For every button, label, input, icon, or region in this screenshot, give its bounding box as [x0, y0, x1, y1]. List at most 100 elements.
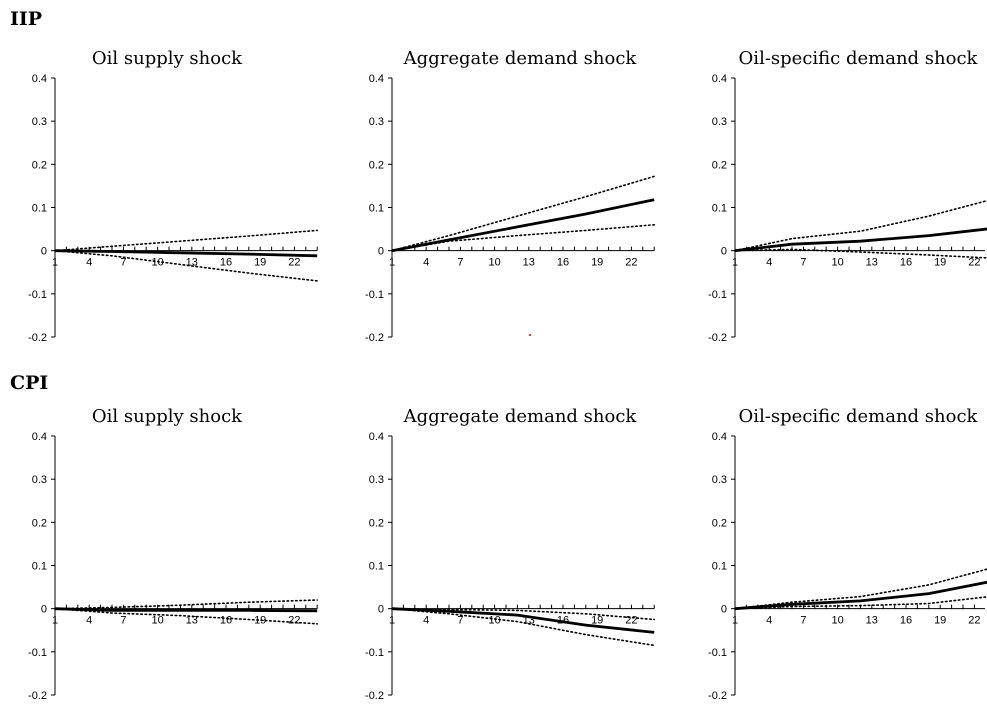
- impulse-response-line: [391, 607, 655, 634]
- y-tick-label: 0.4: [712, 431, 727, 443]
- x-tick-label: 16: [900, 257, 912, 269]
- x-tick-label: 1: [732, 257, 738, 269]
- y-tick-label: -0.2: [28, 690, 47, 702]
- x-tick-label: 7: [800, 257, 806, 269]
- y-tick-label: 0.2: [369, 517, 384, 529]
- y-tick-label: 0: [721, 604, 727, 616]
- confidence-band-line: [391, 224, 656, 252]
- x-tick-label: 7: [120, 257, 126, 269]
- stray-mark: [529, 334, 531, 336]
- x-tick-label: 19: [591, 615, 603, 627]
- x-tick-label: 16: [557, 257, 569, 269]
- y-tick-label: 0.1: [712, 561, 727, 573]
- y-tick-label: 0.3: [369, 474, 384, 486]
- x-tick-label: 4: [766, 257, 772, 269]
- x-tick-label: 1: [52, 257, 58, 269]
- x-tick-label: 22: [625, 615, 637, 627]
- x-tick-label: 10: [831, 615, 843, 627]
- x-tick-label: 1: [389, 615, 395, 627]
- y-tick-label: -0.1: [28, 647, 47, 659]
- y-tick-label: 0.2: [712, 159, 727, 171]
- y-tick-label: -0.2: [365, 690, 384, 702]
- x-tick-label: 16: [900, 615, 912, 627]
- y-tick-label: 0: [41, 604, 47, 616]
- x-tick-label: 4: [766, 615, 772, 627]
- y-tick-label: -0.2: [28, 332, 47, 344]
- impulse-response-line: [391, 198, 655, 253]
- y-tick-label: 0.1: [712, 203, 727, 215]
- impulse-response-line: [734, 227, 987, 253]
- y-tick-label: 0: [378, 246, 384, 258]
- chart-iip-aggregate-demand-shock: 0.4 0.3 0.2 0.1 0 -0.1 -0.2 1 4 7 10 13 16 19 22: [365, 73, 656, 344]
- x-tick-label: 22: [288, 257, 300, 269]
- confidence-band-line: [391, 607, 656, 647]
- y-tick-label: -0.2: [365, 332, 384, 344]
- x-tick-label: 10: [488, 615, 500, 627]
- impulse-response-line: [54, 607, 318, 613]
- x-tick-label: 19: [254, 615, 266, 627]
- y-tick-label: 0.4: [32, 431, 47, 443]
- panel-title: Aggregate demand shock: [403, 48, 637, 69]
- y-tick-label: 0.4: [369, 73, 384, 85]
- confidence-band-line: [54, 249, 319, 282]
- row-label-iip: IIP: [10, 8, 43, 30]
- y-tick-label: -0.2: [708, 690, 727, 702]
- x-tick-label: 10: [151, 257, 163, 269]
- confidence-band-line: [54, 607, 319, 625]
- x-tick-label: 19: [591, 257, 603, 269]
- y-tick-label: 0.2: [712, 517, 727, 529]
- y-tick-label: -0.1: [365, 647, 384, 659]
- x-tick-label: 13: [186, 615, 198, 627]
- y-tick-label: 0.1: [369, 203, 384, 215]
- x-tick-label: 22: [968, 257, 980, 269]
- y-tick-label: 0.3: [712, 474, 727, 486]
- chart-iip-oil-specific-demand-shock: 0.4 0.3 0.2 0.1 0 -0.1 -0.2 1 4 7 10 13 16 19 22: [708, 73, 987, 344]
- x-tick-label: 1: [732, 615, 738, 627]
- panel-title: Oil-specific demand shock: [738, 48, 978, 69]
- x-tick-label: 16: [220, 615, 232, 627]
- x-tick-label: 19: [934, 615, 946, 627]
- y-tick-label: 0.1: [32, 203, 47, 215]
- x-tick-label: 1: [52, 615, 58, 627]
- chart-cpi-aggregate-demand-shock: 0.40.30.20.10-0.1-0.21 4 7 10 13 16 19 22: [365, 431, 656, 702]
- y-tick-label: -0.1: [708, 289, 727, 301]
- x-tick-label: 22: [625, 257, 637, 269]
- y-tick-label: -0.1: [708, 647, 727, 659]
- y-tick-label: 0.3: [32, 116, 47, 128]
- confidence-band-line: [391, 607, 656, 621]
- y-tick-label: -0.1: [28, 289, 47, 301]
- x-tick-label: 22: [968, 615, 980, 627]
- x-tick-label: 16: [220, 257, 232, 269]
- x-tick-label: 13: [866, 615, 878, 627]
- impulse-response-line: [734, 580, 987, 611]
- impulse-response-line: [54, 249, 318, 258]
- confidence-band-line: [54, 599, 319, 610]
- x-tick-label: 4: [423, 257, 429, 269]
- x-tick-label: 10: [488, 257, 500, 269]
- y-tick-label: -0.2: [708, 332, 727, 344]
- x-tick-label: 22: [288, 615, 300, 627]
- x-tick-label: 10: [831, 257, 843, 269]
- y-tick-label: -0.1: [365, 289, 384, 301]
- confidence-band-line: [734, 568, 987, 610]
- x-tick-label: 13: [866, 257, 878, 269]
- confidence-band-line: [734, 199, 987, 252]
- x-tick-label: 13: [523, 257, 535, 269]
- y-tick-label: 0.2: [369, 159, 384, 171]
- panel-title: Oil supply shock: [91, 48, 243, 69]
- x-tick-label: 1: [389, 257, 395, 269]
- confidence-band-line: [54, 229, 319, 252]
- y-tick-label: 0.3: [712, 116, 727, 128]
- panel-title: Oil-specific demand shock: [738, 406, 978, 427]
- confidence-band-line: [391, 175, 656, 252]
- confidence-band-line: [734, 596, 987, 610]
- row-label-cpi: CPI: [10, 372, 49, 394]
- x-tick-label: 7: [800, 615, 806, 627]
- x-tick-label: 7: [457, 615, 463, 627]
- x-tick-label: 10: [151, 615, 163, 627]
- y-tick-label: 0.2: [32, 517, 47, 529]
- y-tick-label: 0.1: [32, 561, 47, 573]
- y-tick-label: 0: [41, 246, 47, 258]
- x-tick-label: 4: [86, 257, 92, 269]
- chart-cpi-oil-supply-shock: 0.4 0.3 0.2 0.1 0 -0.1 -0.2 1 4 7 10 13 16 19 22: [28, 431, 319, 702]
